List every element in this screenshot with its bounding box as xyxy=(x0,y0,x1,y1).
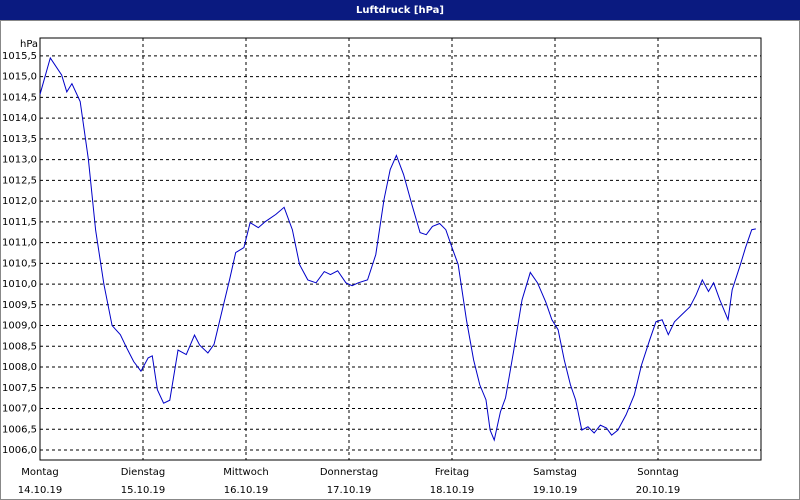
y-tick-label: 1011,0 xyxy=(2,238,37,249)
y-tick-label: 1013,5 xyxy=(2,134,37,145)
chart-title: Luftdruck [hPa] xyxy=(356,5,444,16)
y-tick-label: 1011,5 xyxy=(2,217,37,228)
x-tick-label: Dienstag xyxy=(121,467,166,478)
x-tick-date: 15.10.19 xyxy=(121,485,166,496)
x-tick-date: 17.10.19 xyxy=(327,485,372,496)
y-tick-label: 1007,5 xyxy=(2,383,37,394)
y-tick-label: 1008,5 xyxy=(2,341,37,352)
x-tick-date: 19.10.19 xyxy=(533,485,578,496)
y-unit: hPa xyxy=(20,39,38,50)
y-tick-label: 1014,5 xyxy=(2,92,37,103)
x-tick-label: Freitag xyxy=(435,467,469,478)
x-tick-date: 16.10.19 xyxy=(224,485,269,496)
title-bar xyxy=(0,0,800,20)
y-tick-label: 1015,5 xyxy=(2,51,37,62)
y-tick-label: 1014,0 xyxy=(2,113,37,124)
x-tick-label: Montag xyxy=(21,467,58,478)
y-tick-label: 1009,5 xyxy=(2,300,37,311)
y-tick-label: 1012,5 xyxy=(2,175,37,186)
plot-border xyxy=(39,37,762,461)
y-tick-label: 1015,0 xyxy=(2,72,37,83)
y-tick-label: 1009,0 xyxy=(2,321,37,332)
x-tick-label: Donnerstag xyxy=(320,467,378,478)
x-tick-label: Mittwoch xyxy=(223,467,268,478)
x-tick-label: Sonntag xyxy=(637,467,679,478)
y-tick-label: 1006,0 xyxy=(2,445,37,456)
x-tick-label: Samstag xyxy=(533,467,577,478)
x-tick-date: 18.10.19 xyxy=(430,485,475,496)
x-tick-date: 20.10.19 xyxy=(636,485,681,496)
y-tick-label: 1007,0 xyxy=(2,404,37,415)
x-tick-date: 14.10.19 xyxy=(18,485,63,496)
y-tick-label: 1008,0 xyxy=(2,362,37,373)
y-tick-label: 1010,5 xyxy=(2,258,37,269)
y-tick-label: 1010,0 xyxy=(2,279,37,290)
data-line xyxy=(39,56,756,442)
y-tick-label: 1012,0 xyxy=(2,196,37,207)
y-tick-label: 1013,0 xyxy=(2,155,37,166)
y-tick-label: 1006,5 xyxy=(2,424,37,435)
